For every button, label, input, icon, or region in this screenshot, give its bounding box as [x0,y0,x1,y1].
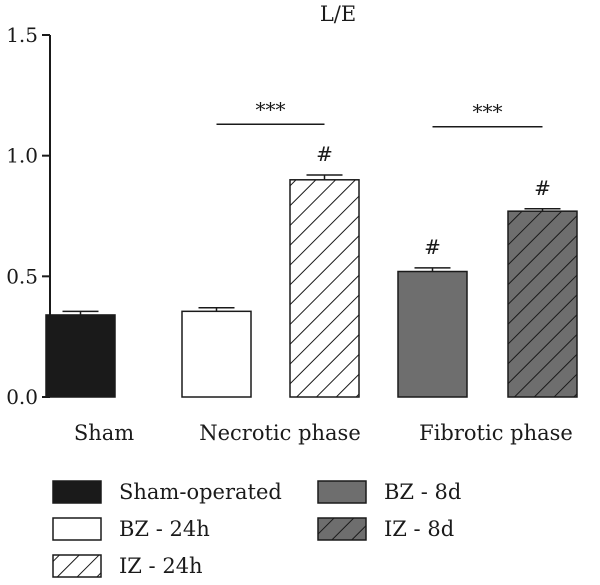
bars [45,174,578,398]
category-label: Fibrotic phase [419,421,573,445]
legend-swatch [317,480,367,504]
legend-item: BZ - 24h [52,517,210,541]
legend-label: IZ - 8d [384,517,454,541]
bar [289,179,360,398]
annotations: # # # *** *** [216,97,551,259]
legend-item: IZ - 8d [317,517,454,541]
legend-swatch [52,480,102,504]
y-tick-label: 1.5 [6,23,38,47]
y-tick-label: 0.0 [6,385,38,409]
legend-swatch [52,517,102,541]
category-label: Sham [74,421,134,445]
y-axis: 0.0 0.5 1.0 1.5 [6,23,51,409]
legend-label: Sham-operated [119,480,282,504]
category-label: Necrotic phase [199,421,361,445]
significance-mark: # [316,142,333,166]
legend-item: IZ - 24h [52,554,203,578]
significance-mark: # [534,176,551,200]
y-tick-label: 0.5 [6,264,38,288]
legend-label: IZ - 24h [119,554,203,578]
legend-label: BZ - 24h [119,517,210,541]
legend-label: BZ - 8d [384,480,461,504]
legend-item: Sham-operated [52,480,282,504]
y-tick-label: 1.0 [6,144,38,168]
chart-title: L/E [320,2,356,26]
bar [507,210,578,398]
significance-label: *** [473,100,503,124]
legend-swatch [52,554,102,578]
legend: Sham-operated BZ - 24h IZ - 24h BZ - 8d IZ -… [52,480,461,578]
significance-label: *** [256,97,286,121]
legend-swatch [317,517,367,541]
bar [45,314,116,398]
bar [397,270,468,398]
significance-mark: # [424,235,441,259]
legend-item: BZ - 8d [317,480,461,504]
bar [181,310,252,398]
x-axis-labels: Sham Necrotic phase Fibrotic phase [74,421,573,445]
